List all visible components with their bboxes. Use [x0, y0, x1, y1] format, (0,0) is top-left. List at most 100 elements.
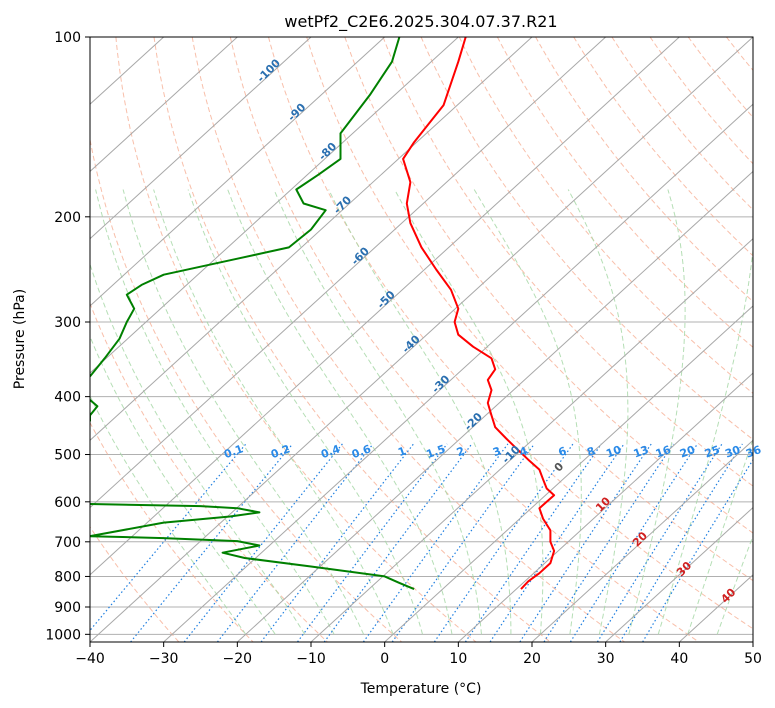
- moist-adiabat-label: 0: [552, 460, 567, 475]
- isotherm: [163, 103, 753, 642]
- dry-adiabat: [726, 37, 753, 72]
- moist-adiabat: [227, 189, 453, 635]
- mixing-ratio-label: 30: [723, 443, 742, 461]
- dry-adiabat: [535, 37, 753, 303]
- y-axis: 100 200 300 400 500 600 700 800 900 1000: [45, 30, 90, 643]
- moist-adiabats: [90, 189, 753, 635]
- mixing-ratio-label: 0.2: [269, 442, 292, 461]
- mixing-ratio-line: [216, 443, 374, 642]
- plot-area: [90, 37, 775, 642]
- mixing-ratio-line: [260, 443, 414, 642]
- y-tick-label: 300: [54, 315, 81, 331]
- mixing-ratio-label: 20: [678, 443, 697, 461]
- mixing-ratio-line: [130, 443, 294, 642]
- x-tick-label: −40: [75, 651, 105, 667]
- mixing-ratio-line: [543, 443, 674, 642]
- isotherm: [90, 37, 533, 442]
- mixing-ratio-label: 25: [703, 443, 722, 460]
- y-tick-label: 1000: [45, 627, 81, 643]
- profiles: [90, 37, 556, 591]
- dry-adiabat: [153, 37, 551, 642]
- dry-adiabat: [458, 37, 753, 394]
- y-axis-label: Pressure (hPa): [12, 289, 28, 389]
- dry-adiabat-label: -80: [316, 140, 339, 163]
- profile-series: [90, 399, 99, 422]
- moist-adiabat: [328, 189, 512, 635]
- reference-line-labels: 0.1 0.2 0.4 0.6 1 1.5 2 3 4 6 8 10 13 16 20 25 30 36-100-…: [222, 56, 763, 605]
- moist-adiabat: [687, 437, 753, 635]
- isotherm: [457, 372, 753, 642]
- dry-adiabat-label: -40: [400, 332, 423, 355]
- isotherm: [90, 37, 386, 307]
- moist-adiabat: [90, 262, 306, 635]
- dry-adiabats: [90, 37, 775, 642]
- moist-adiabat: [716, 534, 753, 635]
- mixing-ratio-line: [464, 443, 602, 642]
- moist-adiabat-label: 20: [630, 529, 650, 549]
- dry-adiabat: [765, 37, 775, 642]
- mixing-ratio-label: 16: [654, 443, 673, 461]
- x-tick-label: −30: [149, 651, 179, 667]
- x-tick-label: 40: [670, 651, 688, 667]
- dry-adiabat: [573, 37, 753, 257]
- dry-adiabat: [90, 526, 180, 642]
- mixing-ratio-label: 0.6: [350, 442, 373, 461]
- isotherm: [384, 305, 753, 642]
- moist-adiabat: [394, 189, 544, 635]
- mixing-ratio-label: 8: [585, 444, 597, 459]
- mixing-ratio-label: 10: [604, 443, 623, 461]
- mixing-ratio-line: [519, 443, 652, 642]
- mixing-ratio-line: [596, 443, 723, 642]
- moist-adiabat: [628, 189, 686, 635]
- moist-adiabat: [657, 245, 753, 635]
- moist-adiabat: [122, 189, 365, 635]
- dry-adiabat-label: -90: [285, 101, 308, 124]
- y-tick-label: 500: [54, 448, 81, 464]
- moist-adiabat: [95, 189, 335, 635]
- y-tick-label: 100: [54, 30, 81, 46]
- isotherm: [90, 37, 238, 173]
- dry-adiabat: [306, 37, 753, 582]
- dry-adiabat: [611, 37, 753, 211]
- mixing-ratio-label: 0.4: [319, 442, 342, 461]
- moist-adiabat: [567, 189, 629, 635]
- dry-adiabat-label: -20: [462, 410, 485, 433]
- dry-adiabat-label: -30: [429, 372, 452, 395]
- mixing-ratio-label: 4: [518, 444, 530, 459]
- mixing-ratio-label: 13: [632, 443, 651, 460]
- dry-adiabat: [268, 37, 753, 630]
- mixing-ratio-line: [619, 443, 743, 642]
- mixing-ratio-label: 6: [557, 444, 569, 459]
- y-tick-label: 700: [54, 535, 81, 551]
- dry-adiabat: [90, 301, 328, 642]
- profile-series: [90, 37, 401, 378]
- mixing-ratio-label: 0.1: [222, 442, 245, 461]
- dry-adiabat: [90, 136, 403, 642]
- y-tick-label: 800: [54, 569, 81, 585]
- x-tick-label: 0: [380, 651, 389, 667]
- dry-adiabat: [420, 37, 753, 441]
- chart-title: wetPf2_C2E6.2025.304.07.37.R21: [284, 12, 557, 32]
- x-tick-label: 20: [523, 651, 541, 667]
- x-tick-label: −10: [296, 651, 326, 667]
- isotherm: [236, 170, 753, 642]
- profile-series: [90, 503, 415, 591]
- isotherm: [605, 506, 753, 642]
- mixing-ratio-line: [433, 443, 574, 642]
- mixing-ratio-line: [391, 443, 535, 642]
- moist-adiabat: [90, 335, 276, 635]
- isotherm: [90, 37, 753, 642]
- x-tick-label: −20: [223, 651, 253, 667]
- moist-adiabat-label: 10: [593, 494, 613, 514]
- dry-adiabat: [687, 37, 753, 118]
- mixing-ratio-line: [362, 443, 509, 642]
- plot-frame: [89, 36, 754, 643]
- y-tick-label: 600: [54, 495, 81, 511]
- y-tick-label: 900: [54, 600, 81, 616]
- dry-adiabat: [229, 37, 700, 642]
- moist-adiabat: [187, 189, 423, 635]
- dry-adiabat-label: -70: [331, 193, 354, 216]
- mixing-ratio-label: 36: [744, 443, 763, 461]
- mixing-ratio-line: [569, 443, 698, 642]
